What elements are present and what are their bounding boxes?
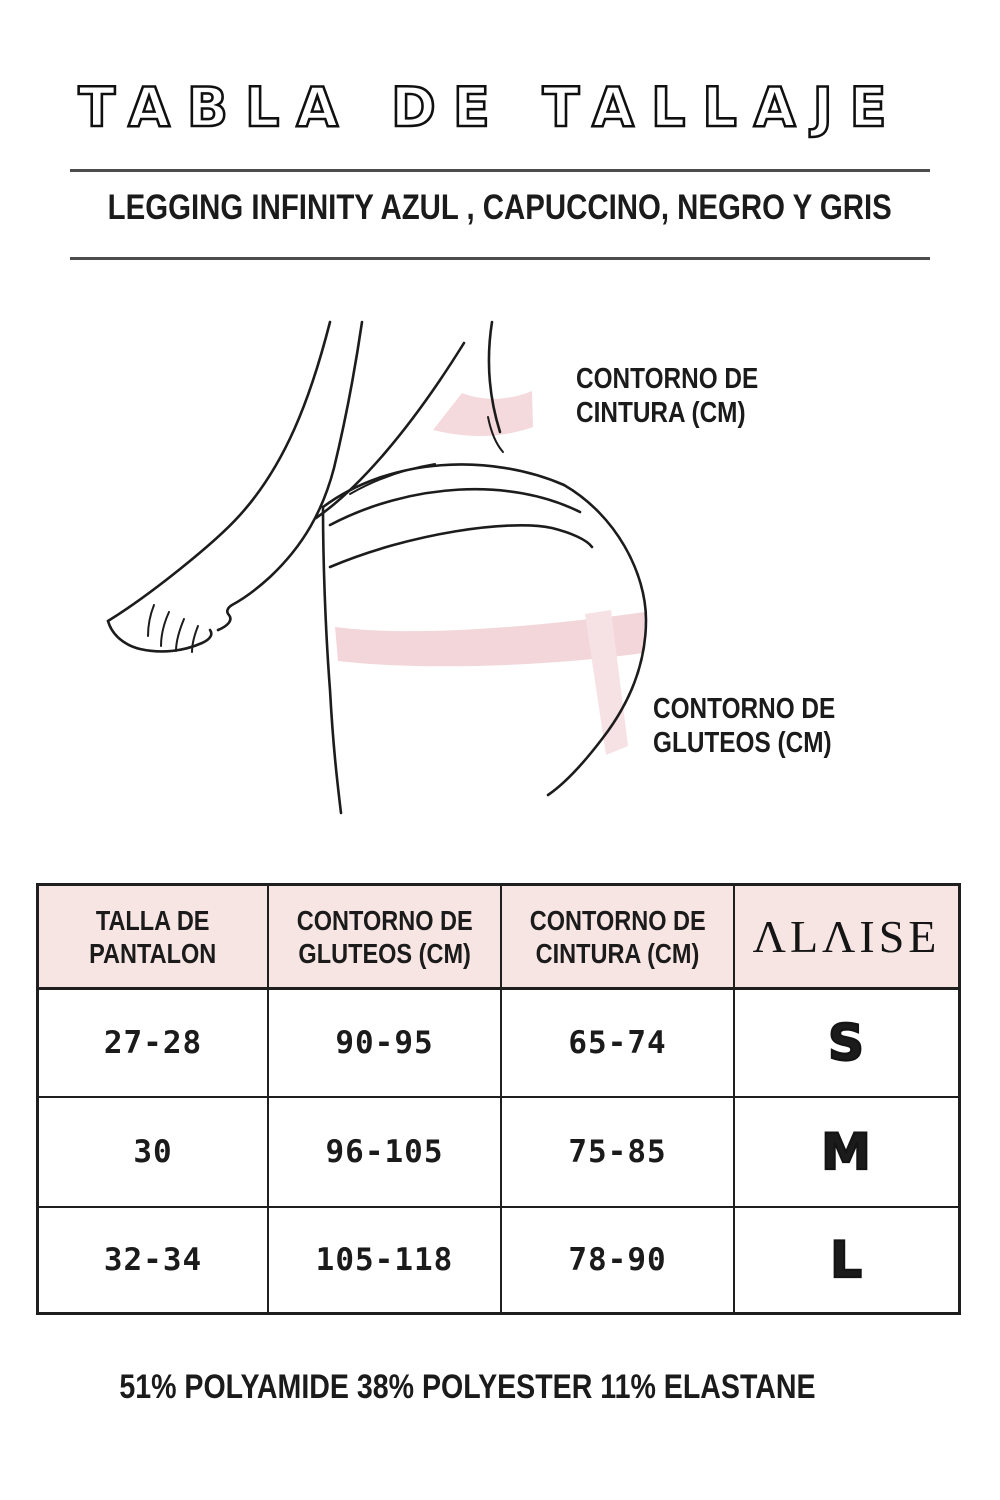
row3-talla-value: 32-34 bbox=[103, 1242, 203, 1278]
waistband-accent-line bbox=[349, 463, 436, 495]
row2-size-letter: M bbox=[820, 1122, 872, 1182]
header-talla-line1: TALLA DE bbox=[96, 904, 210, 936]
table-row3-cintura: 78-90 bbox=[502, 1208, 735, 1312]
buttock-line bbox=[546, 483, 648, 797]
hand-hatch-4 bbox=[191, 625, 199, 653]
header-talla-line2: PANTALON bbox=[89, 937, 217, 969]
table-row2-talla: 30 bbox=[39, 1098, 269, 1208]
header-cell-gluteos: CONTORNO DE GLUTEOS (CM) bbox=[269, 886, 502, 990]
table-row1-gluteos: 90-95 bbox=[269, 990, 502, 1098]
hips-measure-label: CONTORNO DE GLUTEOS (CM) bbox=[653, 692, 870, 760]
header-gluteos-line2: GLUTEOS (CM) bbox=[298, 937, 471, 969]
table-row2-gluteos: 96-105 bbox=[269, 1098, 502, 1208]
table-row3-size: L bbox=[735, 1208, 958, 1312]
waist-band bbox=[433, 391, 533, 437]
row3-cintura-value: 78-90 bbox=[568, 1242, 667, 1278]
panty-leg-line bbox=[328, 524, 594, 569]
table-row2-size: M bbox=[735, 1098, 958, 1208]
table-row1-size: S bbox=[735, 990, 958, 1098]
row1-size-letter: S bbox=[827, 1013, 865, 1073]
product-subtitle: LEGGING INFINITY AZUL , CAPUCCINO, NEGRO… bbox=[0, 188, 1000, 228]
waistband-bottom-line bbox=[328, 487, 582, 527]
waist-measure-label-line2: CINTURA (CM) bbox=[576, 397, 746, 429]
header-cintura-line1: CONTORNO DE bbox=[529, 904, 706, 936]
table-row1-cintura: 65-74 bbox=[502, 990, 735, 1098]
header-cell-cintura: CONTORNO DE CINTURA (CM) bbox=[502, 886, 735, 990]
waistband-top-line bbox=[321, 463, 566, 509]
row1-talla-value: 27-28 bbox=[103, 1025, 203, 1061]
header-cell-brand: ΛLΛISE bbox=[735, 886, 958, 990]
row3-gluteos-value: 105-118 bbox=[315, 1242, 454, 1278]
hand-hatch-1 bbox=[147, 604, 155, 637]
row2-cintura-value: 75-85 bbox=[568, 1134, 667, 1170]
left-thigh-line bbox=[321, 505, 343, 815]
divider-top bbox=[70, 169, 930, 172]
row2-gluteos-value: 96-105 bbox=[325, 1134, 444, 1170]
hand-hatch-2 bbox=[160, 611, 170, 647]
hand-line bbox=[106, 619, 213, 653]
fabric-composition: 51% POLYAMIDE 38% POLYESTER 11% ELASTANE bbox=[0, 1368, 967, 1407]
waist-measure-label-line1: CONTORNO DE bbox=[576, 363, 759, 395]
header-cell-talla: TALLA DE PANTALON bbox=[39, 886, 269, 990]
header-gluteos-line1: CONTORNO DE bbox=[296, 904, 473, 936]
arm-inner-line bbox=[216, 320, 364, 632]
table-row1-talla: 27-28 bbox=[39, 990, 269, 1098]
hips-measure-label-line2: GLUTEOS (CM) bbox=[653, 727, 832, 759]
product-subtitle-text: LEGGING INFINITY AZUL , CAPUCCINO, NEGRO… bbox=[107, 188, 893, 227]
brand-logo: ΛLΛISE bbox=[752, 911, 941, 962]
hip-band bbox=[335, 612, 645, 667]
size-table: TALLA DE PANTALON CONTORNO DE GLUTEOS (C… bbox=[36, 883, 961, 1315]
row3-size-letter: L bbox=[829, 1230, 863, 1290]
fabric-composition-text: 51% POLYAMIDE 38% POLYESTER 11% ELASTANE bbox=[118, 1368, 816, 1406]
hand-hatch-3 bbox=[175, 618, 185, 652]
arm-outer-line bbox=[106, 320, 332, 623]
table-row3-talla: 32-34 bbox=[39, 1208, 269, 1312]
body-measurement-illustration bbox=[106, 320, 648, 815]
hips-measure-label-line1: CONTORNO DE bbox=[653, 693, 836, 725]
row1-gluteos-value: 90-95 bbox=[335, 1025, 434, 1061]
back-line bbox=[314, 341, 466, 520]
row2-talla-value: 30 bbox=[133, 1134, 173, 1170]
divider-bottom bbox=[70, 257, 930, 260]
page-title: TABLA DE TALLAJE bbox=[77, 75, 904, 141]
spine-crease-line bbox=[487, 416, 504, 453]
torso-right-line bbox=[487, 320, 502, 434]
table-row2-cintura: 75-85 bbox=[502, 1098, 735, 1208]
waist-measure-label: CONTORNO DE CINTURA (CM) bbox=[576, 362, 793, 430]
table-row3-gluteos: 105-118 bbox=[269, 1208, 502, 1312]
header-cintura-line2: CINTURA (CM) bbox=[535, 937, 700, 969]
row1-cintura-value: 65-74 bbox=[568, 1025, 667, 1061]
